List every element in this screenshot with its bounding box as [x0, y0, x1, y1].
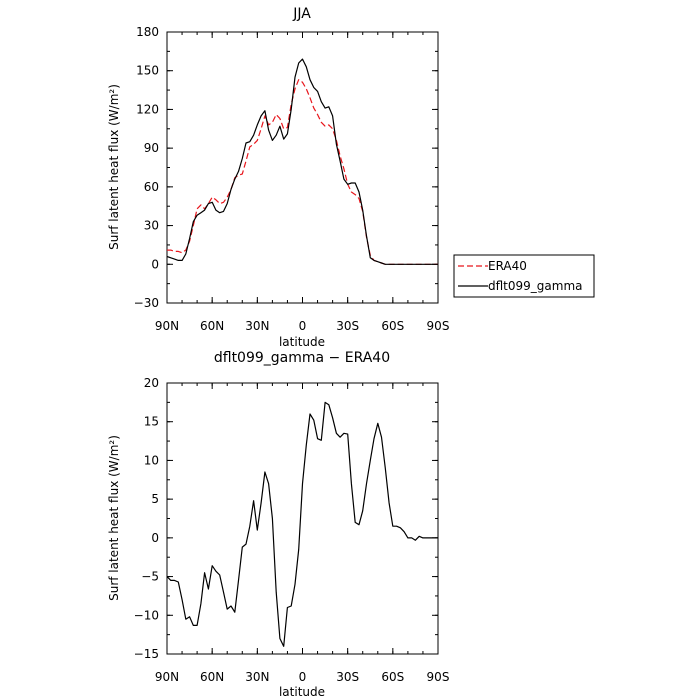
top-y-tick-label: 0	[151, 257, 159, 271]
top-series-line-era40	[167, 79, 438, 265]
top-x-tick-label: 90N	[155, 319, 179, 333]
top-x-axis-label: latitude	[279, 335, 325, 349]
top-y-tick-label: 180	[136, 25, 159, 39]
bottom-panel: dflt099_gamma − ERA40 −15 −10 −5 0 5 10 15 20 90…	[107, 350, 449, 699]
bottom-x-tick-label: 0	[299, 670, 307, 684]
bottom-y-tick-label: 15	[144, 415, 159, 429]
top-plot-frame	[166, 31, 439, 304]
bottom-y-tick-label: 10	[144, 453, 159, 467]
legend: ERA40 dflt099_gamma	[453, 254, 595, 298]
top-panel: JJA −30 0 30 60 90 120 150 180 90N 60N 30N 0 30S 60S 9…	[107, 6, 449, 349]
bottom-y-tick-label: 0	[151, 531, 159, 545]
bottom-y-axis-label: Surf latent heat flux (W/m²)	[107, 435, 121, 601]
bottom-x-tick-label: 90N	[155, 670, 179, 684]
bottom-y-tick-label: −15	[134, 647, 159, 661]
top-chart-title: JJA	[292, 6, 311, 22]
bottom-x-tick-label: 30S	[336, 670, 359, 684]
top-x-tick-label: 60N	[200, 319, 224, 333]
top-x-tick-label: 30N	[245, 319, 269, 333]
top-x-tick-label: 0	[299, 319, 307, 333]
top-y-tick-label: 120	[136, 102, 159, 116]
bottom-x-tick-label: 90S	[427, 670, 450, 684]
legend-label-dflt099-gamma: dflt099_gamma	[488, 279, 583, 293]
bottom-x-axis-label: latitude	[279, 685, 325, 699]
top-y-tick-label: −30	[134, 296, 159, 310]
top-y-tick-label: 60	[144, 180, 159, 194]
bottom-plot-frame	[166, 382, 439, 655]
top-y-tick-label: 150	[136, 64, 159, 78]
top-x-tick-label: 90S	[427, 319, 450, 333]
bottom-chart-title: dflt099_gamma − ERA40	[214, 350, 390, 366]
bottom-y-tick-label: 20	[144, 376, 159, 390]
legend-box	[453, 254, 595, 298]
top-x-tick-label: 30S	[336, 319, 359, 333]
top-y-tick-label: 90	[144, 141, 159, 155]
bottom-x-tick-label: 60S	[381, 670, 404, 684]
top-y-tick-label: 30	[144, 219, 159, 233]
top-y-axis-label: Surf latent heat flux (W/m²)	[107, 84, 121, 250]
bottom-x-tick-label: 30N	[245, 670, 269, 684]
bottom-y-tick-label: −5	[141, 570, 159, 584]
top-series-line-dflt099-gamma	[166, 58, 438, 265]
bottom-y-tick-label: 5	[151, 492, 159, 506]
legend-label-era40: ERA40	[488, 259, 527, 273]
bottom-y-tick-label: −10	[134, 608, 159, 622]
bottom-series-line-0	[166, 401, 438, 647]
top-x-tick-label: 60S	[381, 319, 404, 333]
bottom-x-tick-label: 60N	[200, 670, 224, 684]
